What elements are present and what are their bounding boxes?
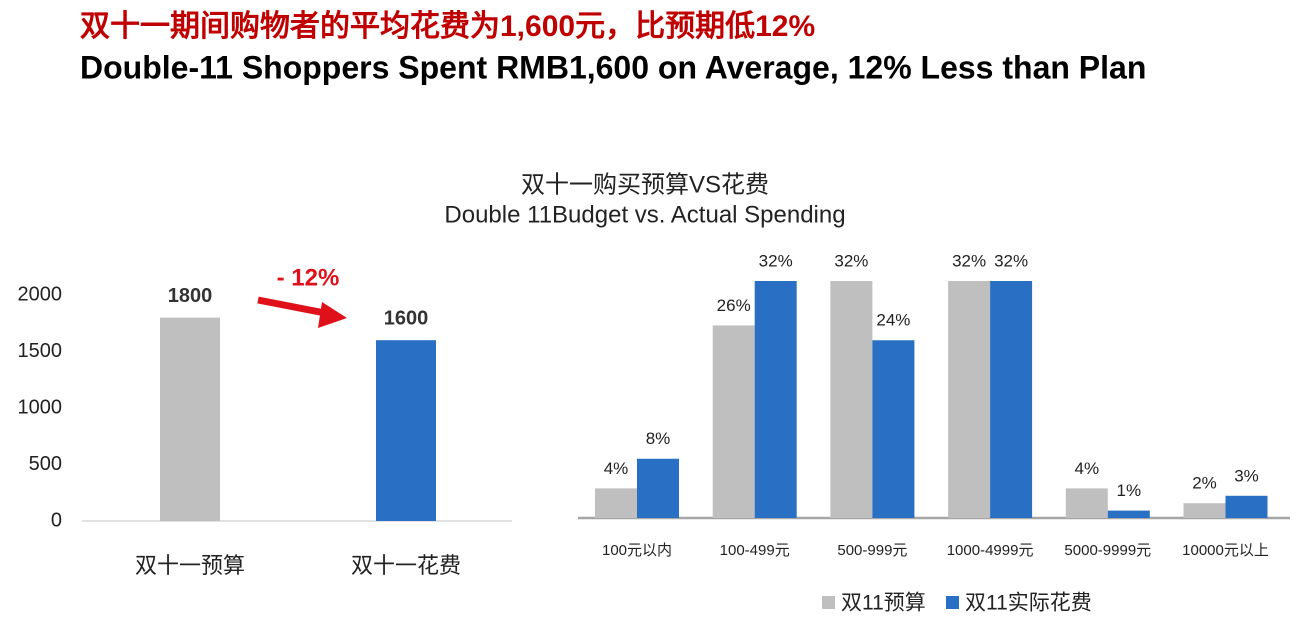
bar [830, 281, 873, 518]
value-label: 8% [646, 429, 671, 448]
bar [376, 340, 436, 521]
value-label: 4% [604, 459, 629, 478]
annotation: - 12% [277, 264, 340, 291]
bar [712, 325, 755, 518]
value-label: 32% [994, 251, 1028, 270]
x-tick-label: 100-499元 [720, 542, 790, 559]
legend-swatch [946, 596, 959, 609]
bar [1065, 488, 1108, 518]
x-tick-label: 双十一花费 [351, 553, 461, 578]
bar [754, 281, 797, 518]
chart-subtitle-cn: 双十一购买预算VS花费 [521, 171, 769, 198]
legend-swatch [822, 596, 835, 609]
value-label: 1600 [384, 307, 429, 329]
value-label: 1% [1117, 481, 1142, 500]
bar [948, 281, 991, 518]
value-label: 4% [1075, 459, 1100, 478]
x-tick-label: 500-999元 [837, 542, 907, 559]
bar [637, 458, 679, 518]
bar [1183, 503, 1226, 518]
x-tick-label: 10000元以上 [1182, 542, 1269, 559]
value-label: 26% [717, 296, 751, 315]
bar [1225, 495, 1268, 518]
value-label: 2% [1192, 474, 1217, 493]
value-label: 32% [952, 251, 986, 270]
x-tick-label: 100元以内 [602, 542, 672, 559]
arrow [257, 296, 331, 318]
chart-subtitle-en: Double 11Budget vs. Actual Spending [444, 201, 845, 228]
value-label: 32% [834, 251, 868, 270]
value-label: 1800 [168, 285, 213, 307]
title-cn: 双十一期间购物者的平均花费为1,600元，比预期低12% [80, 10, 815, 43]
y-tick-label: 500 [29, 453, 62, 475]
bar [160, 317, 220, 521]
x-tick-label: 1000-4999元 [947, 542, 1034, 559]
arrow-head [318, 302, 347, 328]
bar [1107, 510, 1150, 518]
y-tick-label: 2000 [18, 283, 63, 305]
value-label: 32% [759, 251, 793, 270]
y-tick-label: 1500 [18, 340, 63, 362]
bar [872, 340, 915, 518]
legend-label: 双11预算 [841, 592, 926, 615]
bar [990, 281, 1033, 518]
bar [595, 488, 637, 518]
legend-label: 双11实际花费 [965, 592, 1092, 615]
title-en: Double-11 Shoppers Spent RMB1,600 on Ave… [80, 49, 1146, 85]
value-label: 24% [876, 311, 910, 330]
y-tick-label: 1000 [18, 396, 63, 418]
value-label: 3% [1234, 466, 1259, 485]
x-tick-label: 5000-9999元 [1064, 542, 1151, 559]
x-tick-label: 双十一预算 [135, 553, 245, 578]
y-tick-label: 0 [51, 509, 62, 531]
